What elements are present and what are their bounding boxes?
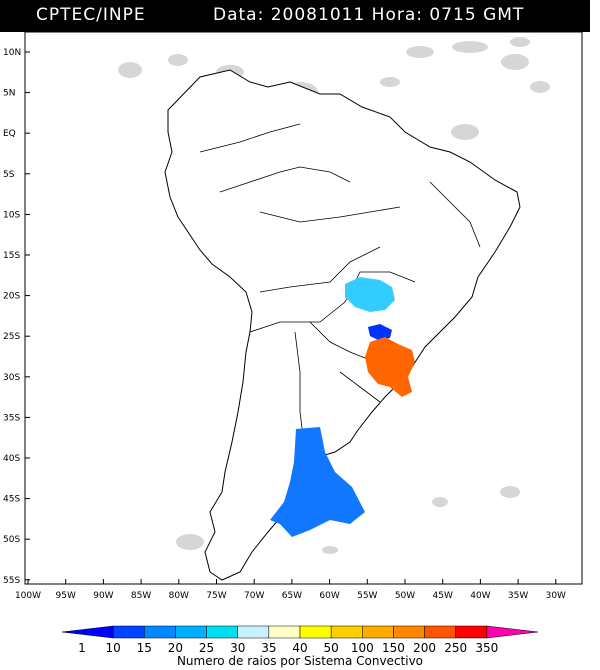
lon-label: 70W bbox=[244, 591, 264, 601]
colorbar-swatch bbox=[237, 625, 270, 639]
header-bar: CPTEC/INPE Data: 20081011 Hora: 0715 GMT bbox=[0, 0, 590, 32]
colorbar-tick: 50 bbox=[324, 641, 339, 655]
colorbar-tick: 30 bbox=[230, 641, 245, 655]
colorbar-swatch bbox=[486, 625, 539, 639]
lat-label: 20S bbox=[3, 292, 20, 302]
lat-label: 10S bbox=[3, 210, 20, 220]
lon-label: 50W bbox=[395, 591, 415, 601]
convective-system-paraguay bbox=[345, 277, 395, 312]
lat-label: 15S bbox=[3, 251, 20, 261]
colorbar-swatch bbox=[144, 625, 176, 639]
colorbar-swatch bbox=[206, 625, 238, 639]
south-america-outline bbox=[164, 69, 521, 581]
colorbar-tick: 15 bbox=[137, 641, 152, 655]
colorbar-tick: 250 bbox=[444, 641, 467, 655]
lon-label: 75W bbox=[206, 591, 226, 601]
colorbar-swatch bbox=[268, 625, 301, 639]
colorbar-swatches bbox=[61, 625, 539, 639]
colorbar-tick: 20 bbox=[168, 641, 183, 655]
lon-label: 95W bbox=[56, 591, 76, 601]
lon-label: 90W bbox=[93, 591, 113, 601]
colorbar: 1 10 15 20 25 30 35 40 50 100 150 200 250 350 bbox=[61, 625, 539, 655]
colorbar-tick: 25 bbox=[199, 641, 214, 655]
colorbar-swatch bbox=[175, 625, 207, 639]
lon-label: 100W bbox=[15, 591, 41, 601]
lat-label: 30S bbox=[3, 373, 20, 383]
colorbar-tick: 10 bbox=[106, 641, 121, 655]
date-time-stamp: Data: 20081011 Hora: 0715 GMT bbox=[213, 5, 524, 25]
org-label: CPTEC/INPE bbox=[36, 5, 146, 25]
colorbar-swatch bbox=[455, 625, 488, 639]
hora-label: Hora: bbox=[371, 5, 423, 25]
colorbar-tick: 100 bbox=[351, 641, 374, 655]
lon-label: 55W bbox=[357, 591, 377, 601]
lat-label: EQ bbox=[3, 129, 16, 139]
country-borders bbox=[199, 123, 481, 453]
colorbar-tick: 1 bbox=[78, 641, 86, 655]
lon-label: 65W bbox=[282, 591, 302, 601]
lat-label: 55S bbox=[3, 576, 20, 586]
colorbar-swatch bbox=[299, 625, 332, 639]
colorbar-tick: 350 bbox=[475, 641, 498, 655]
colorbar-tick: 150 bbox=[382, 641, 405, 655]
colorbar-tick-labels: 1 10 15 20 25 30 35 40 50 100 150 200 250 350 bbox=[78, 641, 498, 655]
lon-label: 30W bbox=[546, 591, 566, 601]
colorbar-swatch bbox=[112, 625, 145, 639]
convective-system-parana bbox=[368, 324, 392, 340]
lon-label: 80W bbox=[169, 591, 189, 601]
lightning-map: 10N5NEQ5S10S15S20S25S30S35S40S45S50S55S … bbox=[3, 32, 583, 601]
lat-label: 25S bbox=[3, 332, 20, 342]
colorbar-swatch bbox=[362, 625, 394, 639]
time-value: 0715 GMT bbox=[429, 5, 525, 25]
lat-label: 10N bbox=[3, 48, 21, 58]
lat-label: 5N bbox=[3, 89, 15, 99]
lon-label: 35W bbox=[508, 591, 528, 601]
longitude-labels: 100W 95W 90W 85W 80W 75W 70W 65W 60W 55W 50W 45W 40W… bbox=[15, 579, 566, 601]
colorbar-tick: 35 bbox=[261, 641, 276, 655]
lon-label: 60W bbox=[319, 591, 339, 601]
date-value: 20081011 bbox=[270, 5, 366, 25]
colorbar-swatch bbox=[393, 625, 425, 639]
lat-label: 5S bbox=[3, 170, 15, 180]
colorbar-swatch bbox=[61, 625, 114, 639]
data-label: Data: bbox=[213, 5, 265, 25]
colorbar-tick: 40 bbox=[292, 641, 307, 655]
colorbar-swatch bbox=[330, 625, 363, 639]
lon-label: 85W bbox=[131, 591, 151, 601]
lat-label: 45S bbox=[3, 495, 20, 505]
lon-label: 40W bbox=[470, 591, 490, 601]
lat-label: 35S bbox=[3, 413, 20, 423]
colorbar-tick: 200 bbox=[413, 641, 436, 655]
lat-label: 40S bbox=[3, 454, 20, 464]
colorbar-caption: Numero de raios por Sistema Convectivo bbox=[176, 654, 424, 668]
convective-system-rs-uruguay bbox=[365, 337, 415, 397]
latitude-labels: 10N 5N EQ 5S 10S 15S 20S 25S 30S 35S 40S 45S 50S 55S bbox=[3, 48, 30, 586]
convective-system-patagonia bbox=[270, 427, 365, 537]
lon-label: 45W bbox=[433, 591, 453, 601]
colorbar-swatch bbox=[424, 625, 456, 639]
lat-label: 50S bbox=[3, 535, 20, 545]
